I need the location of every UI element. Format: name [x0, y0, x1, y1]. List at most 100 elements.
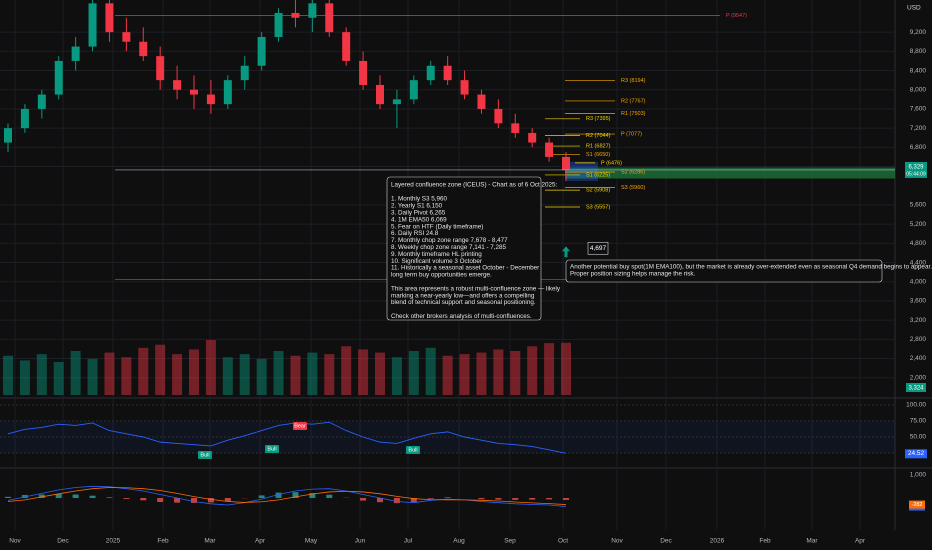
y-tick-label: 5,200	[910, 221, 927, 228]
pivot-label: R2 (7767)	[621, 98, 646, 104]
candle-body	[342, 32, 351, 61]
macd-histogram	[174, 498, 181, 503]
x-tick-label: Apr	[255, 538, 266, 545]
countdown: 05:44:09	[906, 171, 926, 177]
x-tick-label: Sep	[504, 538, 516, 545]
y-tick-label: 2,800	[910, 336, 927, 343]
macd-macd	[7, 485, 567, 507]
macd-histogram	[427, 498, 434, 499]
macd-histogram	[478, 498, 485, 500]
volume-bar	[256, 358, 267, 395]
macd-histogram	[360, 498, 367, 501]
volume-bar	[375, 352, 385, 395]
annotation-line: 8. Weekly chop zone range 7,141 - 7,285	[391, 244, 507, 251]
x-tick-label: May	[305, 538, 318, 545]
volume-last: 3,324	[908, 386, 924, 392]
macd-histogram	[309, 493, 316, 498]
candle-body	[20, 108, 29, 129]
candle-body	[274, 12, 283, 37]
pivot-label: R1 (7503)	[621, 111, 646, 117]
candle-body	[545, 142, 554, 157]
annotation-line: Proper position sizing helps manage the …	[570, 271, 696, 278]
rsi-signal-label: Bear	[294, 423, 306, 429]
annotation-title: Layered confluence zone (ICEUS) - Chart …	[391, 182, 558, 189]
annotation-line: marking a near-yearly low—and offers a c…	[391, 292, 535, 299]
pivot-label: S2 (6286)	[621, 169, 645, 175]
candle-body	[443, 65, 452, 81]
volume-bar	[391, 357, 402, 395]
macd-last: -282	[911, 502, 922, 508]
volume-tag	[906, 383, 926, 392]
blue-zone	[566, 161, 598, 181]
candle-body	[37, 94, 46, 109]
rsi-tick-label: 75.00	[910, 418, 927, 425]
volume-bar	[19, 360, 30, 395]
pivot-label: S3 (5960)	[621, 185, 645, 191]
volume-bar	[104, 352, 115, 395]
macd-histogram	[38, 494, 45, 498]
macd-histogram	[546, 498, 553, 500]
rsi-signal	[265, 445, 279, 453]
candle-body	[54, 60, 63, 95]
rsi-signal-label: Bull	[408, 447, 417, 453]
rsi-signal-label: Bull	[267, 446, 276, 452]
x-tick-label: 2025	[106, 538, 121, 545]
volume-bar	[510, 351, 521, 395]
macd-histogram	[529, 498, 536, 500]
macd-histogram	[275, 492, 282, 498]
rsi-last: 24.52	[908, 450, 925, 457]
macd-histogram	[207, 498, 214, 503]
pivot-label: P (6476)	[601, 160, 622, 166]
candle-body	[139, 41, 148, 57]
volume-bar	[239, 354, 250, 395]
macd-histogram	[191, 498, 197, 503]
y-tick-label: 8,400	[910, 67, 927, 74]
pivot-label: P (7077)	[621, 132, 642, 138]
macd-tag	[909, 500, 925, 509]
annotation-line: Check other brokers analysis of multi-co…	[391, 313, 532, 320]
rsi-tick-label: 100.00	[906, 402, 926, 409]
volume-bar	[459, 354, 470, 395]
rsi-tick-label: 50.00	[910, 434, 927, 441]
volume-bar	[527, 346, 538, 395]
volume-bar	[493, 349, 504, 395]
confluence-zone	[565, 167, 895, 179]
rsi-signal-label: Bull	[200, 452, 209, 458]
y-tick-label: 7,600	[910, 106, 927, 113]
volume-bar	[307, 352, 318, 395]
candle-body	[494, 108, 503, 124]
macd-histogram	[123, 498, 130, 499]
candle-body	[528, 132, 537, 143]
y-tick-label: 4,400	[910, 259, 927, 266]
candle-body	[511, 123, 520, 133]
candle-body	[88, 3, 97, 47]
y-tick-label: 2,400	[910, 355, 927, 362]
volume-bar	[53, 362, 64, 395]
macd-histogram	[5, 496, 11, 498]
macd-histogram	[410, 498, 417, 502]
annotation-line: 7. Monthly chop zone range 7,678 - 8,477	[391, 237, 508, 244]
x-tick-label: Feb	[157, 538, 169, 545]
x-tick-label: Nov	[9, 538, 21, 545]
annotation-line: 1. Monthly S3 5,960	[391, 196, 448, 203]
macd-histogram	[495, 498, 502, 500]
volume-bar	[476, 352, 487, 395]
macd-histogram	[377, 498, 383, 503]
x-tick-label: 2026	[710, 538, 725, 545]
candle-body	[477, 94, 486, 109]
candle-body	[156, 56, 165, 81]
volume-bar	[341, 346, 352, 395]
volume-bar	[408, 351, 419, 395]
annotation-line: This area represents a robust multi-conf…	[391, 285, 561, 292]
y-tick-label: 4,800	[910, 240, 927, 247]
candle-body	[223, 80, 232, 105]
volume-bar	[189, 349, 199, 395]
macd-histogram	[563, 498, 569, 500]
y-tick-label: 6,800	[910, 144, 927, 151]
macd-histogram	[258, 495, 265, 498]
candle-body	[71, 46, 80, 61]
rsi-signal	[406, 446, 420, 454]
last-price-tag	[905, 161, 927, 178]
candle-body	[240, 65, 249, 81]
